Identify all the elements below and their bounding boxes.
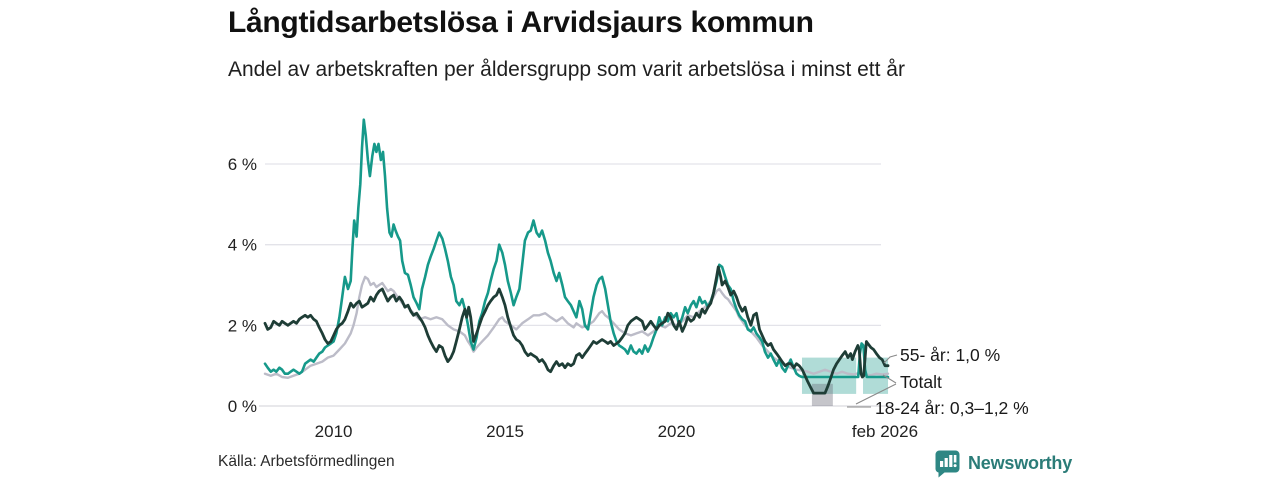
newsworthy-logo-icon — [935, 450, 960, 478]
page-title: Långtidsarbetslösa i Arvidsjaurs kommun — [228, 6, 814, 39]
x-tick-feb-2026: feb 2026 — [852, 422, 918, 441]
y-tick-6: 6 % — [228, 155, 257, 174]
series-lines — [263, 118, 890, 395]
series-line-Totalt — [263, 275, 890, 379]
y-tick-2: 2 % — [228, 316, 257, 335]
annotation-18-24-ar: 18-24 år: 0,3–1,2 % — [875, 398, 1029, 418]
brand-name: Newsworthy — [968, 453, 1073, 473]
leader-line-totalt-2 — [855, 383, 897, 405]
series-line-55--år — [263, 265, 890, 395]
brand-lockup[interactable]: Newsworthy — [934, 449, 1072, 478]
source-note: Källa: Arbetsförmedlingen — [218, 453, 395, 470]
x-tick-2020: 2020 — [658, 422, 696, 441]
x-tick-2010: 2010 — [315, 422, 353, 441]
x-tick-2015: 2015 — [486, 422, 524, 441]
band-2 — [811, 383, 833, 406]
y-tick-0: 0 % — [228, 397, 257, 416]
annotation-55-ar: 55- år: 1,0 % — [900, 345, 1000, 365]
series-line-18-24-år — [263, 118, 890, 379]
page-subtitle: Andel av arbetskraften per åldersgrupp s… — [228, 58, 905, 81]
axis-labels: 0 % 2 % 4 % 6 % 2010 2015 2020 feb 2026 — [228, 155, 918, 441]
leader-line-55 — [883, 354, 898, 364]
y-tick-4: 4 % — [228, 236, 257, 255]
annotation-totalt: Totalt — [900, 372, 942, 392]
leader-line-totalt — [882, 374, 897, 384]
annotation-layer: 55- år: 1,0 % Totalt 18-24 år: 0,3–1,2 % — [847, 345, 1029, 418]
